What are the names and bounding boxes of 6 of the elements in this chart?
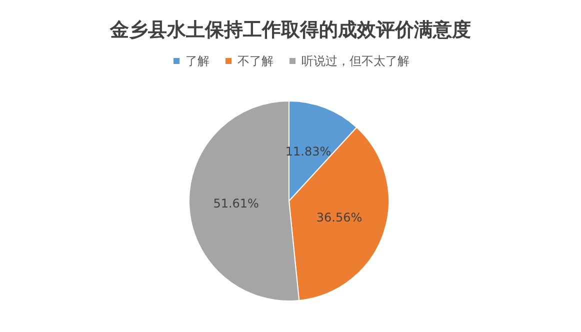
legend-label: 听说过，但不太了解 [302,54,410,68]
chart-title: 金乡县水土保持工作取得的成效评价满意度 [109,19,471,41]
data-label: 51.61% [213,196,259,211]
legend-label: 不了解 [238,54,274,68]
legend-label: 了解 [186,54,210,68]
data-label: 36.56% [316,210,362,225]
